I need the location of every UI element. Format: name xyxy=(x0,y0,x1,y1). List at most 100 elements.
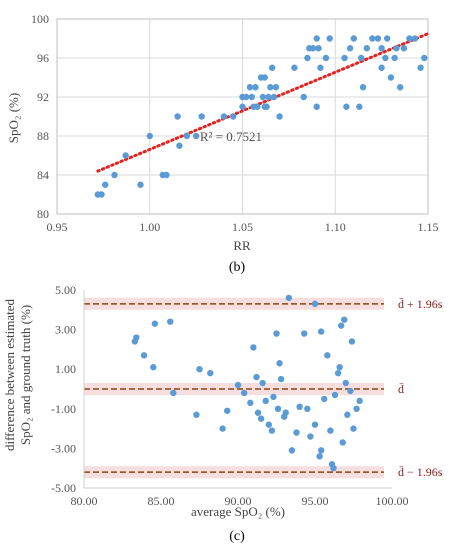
data-point xyxy=(265,93,272,101)
data-point xyxy=(253,373,260,381)
data-point xyxy=(353,405,360,412)
data-point xyxy=(270,93,278,101)
reference-bands xyxy=(84,297,384,479)
data-point xyxy=(167,318,174,325)
data-point xyxy=(331,391,339,399)
data-point xyxy=(313,35,320,42)
data-point xyxy=(350,425,357,432)
data-point xyxy=(252,84,259,91)
data-point xyxy=(285,294,293,302)
y-tick-label: -5.00 xyxy=(51,481,76,495)
data-point xyxy=(163,171,170,179)
x-tick-label: 1.00 xyxy=(139,220,160,234)
data-point xyxy=(272,84,280,91)
data-point xyxy=(304,54,311,62)
y-tick-label: -1.00 xyxy=(51,402,76,416)
data-point xyxy=(262,397,269,405)
data-point xyxy=(363,45,370,52)
linear-trendline xyxy=(96,32,430,173)
x-tick-label: 85.00 xyxy=(148,494,175,508)
data-point xyxy=(311,421,319,428)
y-tick-label: 92 xyxy=(37,90,49,104)
data-point xyxy=(137,181,144,188)
data-point xyxy=(146,132,153,140)
data-point xyxy=(270,393,277,401)
data-point xyxy=(282,409,289,416)
data-point xyxy=(321,395,328,403)
y-tick-label: 88 xyxy=(37,129,49,143)
y-tick-label: 84 xyxy=(37,168,49,182)
data-point xyxy=(268,427,276,434)
data-point xyxy=(311,300,319,308)
data-point xyxy=(358,54,365,62)
data-point xyxy=(248,93,255,101)
data-point xyxy=(396,84,404,91)
data-point xyxy=(254,103,261,110)
data-point xyxy=(348,338,356,345)
data-point xyxy=(268,64,276,71)
data-point xyxy=(259,93,267,101)
data-point xyxy=(411,35,419,42)
data-point xyxy=(267,84,274,91)
data-point xyxy=(382,54,389,62)
data-point xyxy=(170,389,177,397)
data-point xyxy=(263,103,270,110)
data-point xyxy=(219,425,226,432)
y-tick-label: 100 xyxy=(31,12,49,26)
data-point xyxy=(261,74,268,81)
data-point xyxy=(102,181,109,188)
data-point xyxy=(378,45,385,52)
data-point xyxy=(339,439,346,446)
data-point xyxy=(350,35,357,42)
data-point xyxy=(259,379,266,387)
data-point xyxy=(250,344,257,351)
x-tick-label: 1.10 xyxy=(325,220,346,234)
data-point xyxy=(276,113,283,120)
data-point xyxy=(337,322,345,329)
data-points xyxy=(131,294,363,472)
data-point xyxy=(341,54,348,62)
data-point xyxy=(374,35,382,42)
x-tick-label: 80.00 xyxy=(71,494,98,508)
data-point xyxy=(347,387,354,395)
data-point xyxy=(400,45,408,52)
data-point xyxy=(243,93,250,101)
tick-labels: 80 84 88 92 96 100 0.95 1.00 1.05 1.10 1.15 xyxy=(31,12,439,234)
x-tick-label: 95.00 xyxy=(302,494,329,508)
data-point xyxy=(140,352,148,359)
panel-label-c: (c) xyxy=(229,529,245,544)
data-point xyxy=(274,405,282,412)
axes xyxy=(56,18,429,215)
y-axis-label-line-1: difference between estimated xyxy=(2,298,17,451)
data-point xyxy=(315,45,322,52)
data-point xyxy=(198,113,205,120)
data-point xyxy=(309,45,317,52)
data-point xyxy=(111,171,118,179)
data-point xyxy=(330,465,337,472)
y-tick-label: 80 xyxy=(37,207,49,221)
data-point xyxy=(301,330,308,337)
data-point xyxy=(246,84,254,91)
data-point xyxy=(307,433,314,440)
data-point xyxy=(383,35,391,42)
data-point xyxy=(230,113,237,120)
y-axis-label: SpO₂ (%) xyxy=(6,93,21,143)
y-tick-label: -3.00 xyxy=(51,441,76,455)
y-tick-label: 96 xyxy=(37,51,49,65)
x-tick-label: 90.00 xyxy=(225,494,252,508)
data-point xyxy=(277,375,285,383)
data-point xyxy=(98,191,105,198)
data-points xyxy=(94,35,428,198)
data-point xyxy=(324,352,331,359)
data-point xyxy=(344,411,351,418)
data-point xyxy=(196,366,203,373)
data-point xyxy=(304,405,311,412)
data-point xyxy=(342,379,349,387)
data-point xyxy=(240,389,248,397)
y-tick-label: 3.00 xyxy=(55,323,76,337)
reference-line-label: d̄ + 1.96s xyxy=(398,297,443,311)
data-point xyxy=(150,364,157,371)
data-point xyxy=(224,407,231,414)
